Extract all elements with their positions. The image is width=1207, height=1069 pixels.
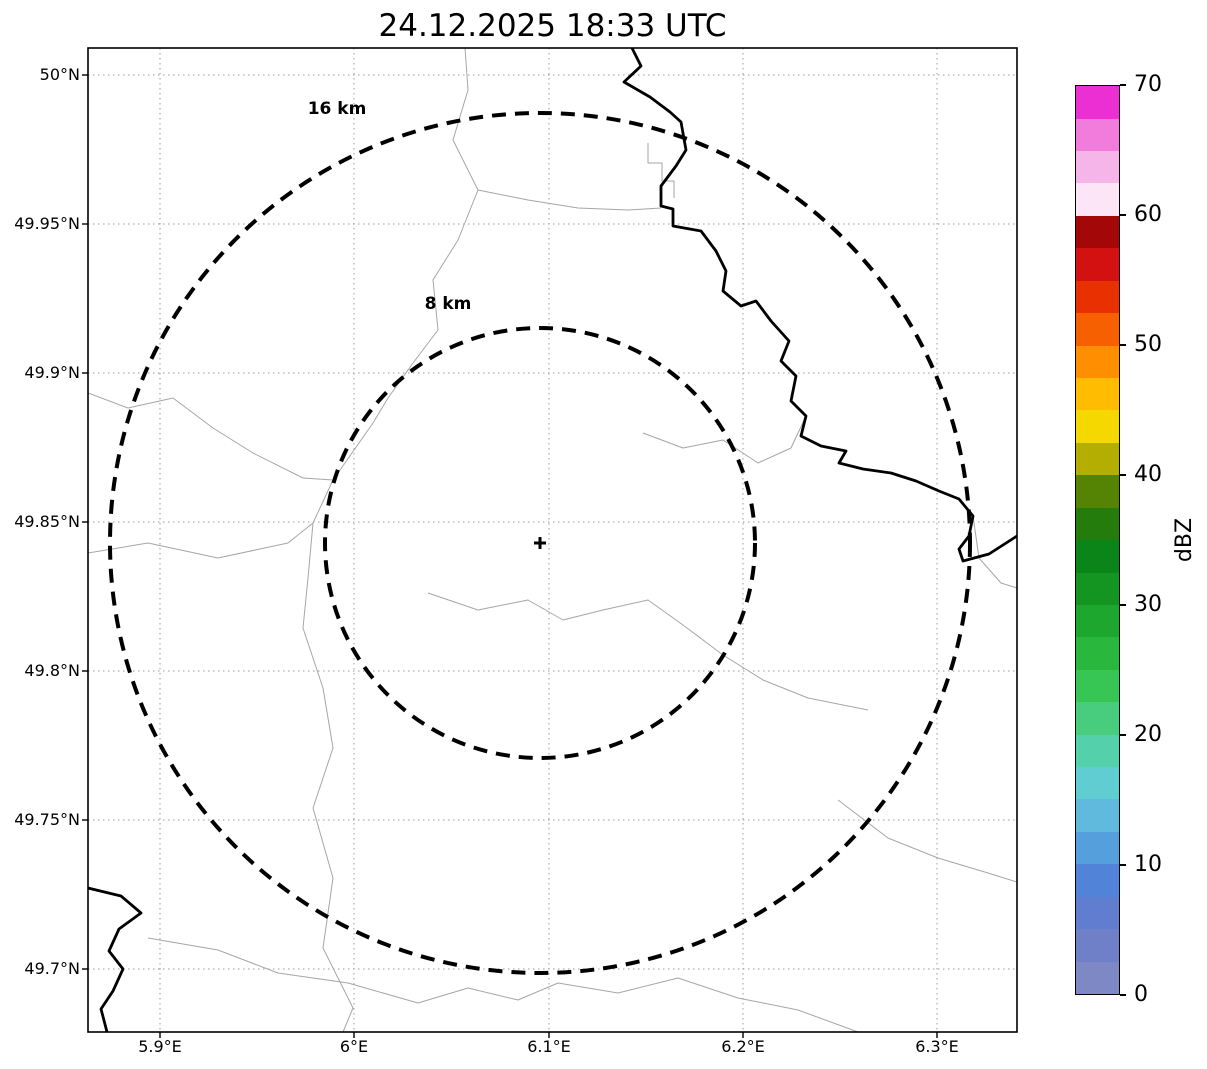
colorbar-band [1076, 961, 1119, 994]
colorbar-ticks: 0 10 20 30 40 50 60 70 [1120, 74, 1206, 1006]
colorbar-band [1076, 767, 1119, 800]
colorbar-band [1076, 442, 1119, 476]
grid-lines [88, 48, 1017, 1032]
y-tick-label: 49.8°N [24, 661, 80, 680]
colorbar-tick-label: 0 [1134, 982, 1148, 1007]
colorbar-band [1076, 799, 1119, 832]
colorbar-tick-label: 70 [1134, 72, 1162, 97]
colorbar-band [1076, 604, 1119, 638]
colorbar-band [1076, 507, 1119, 541]
colorbar-band [1076, 215, 1119, 249]
colorbar-band [1076, 86, 1119, 119]
plot-title: 24.12.2025 18:33 UTC [378, 8, 727, 44]
y-tick-label: 50°N [39, 65, 80, 84]
colorbar-band [1076, 734, 1119, 768]
x-tick-label: 6.1°E [527, 1037, 571, 1056]
colorbar-tick-label: 30 [1134, 592, 1162, 617]
range-ring-8km [323, 326, 757, 760]
colorbar-band [1076, 345, 1119, 378]
colorbar-tick-mark [1120, 474, 1126, 476]
range-ring-label-8km: 8 km [424, 294, 472, 314]
country-border-river [88, 48, 1017, 1032]
y-tick-label: 49.85°N [14, 512, 80, 531]
colorbar-axis-label: dBZ [1172, 517, 1197, 563]
colorbar-band [1076, 280, 1119, 314]
colorbar-band [1076, 669, 1119, 703]
colorbar-band [1076, 151, 1119, 184]
y-tick-label: 49.75°N [14, 810, 80, 829]
colorbar-gradient [1075, 85, 1120, 995]
colorbar-tick-label: 50 [1134, 332, 1162, 357]
colorbar-tick-mark [1120, 214, 1126, 216]
colorbar-band [1076, 248, 1119, 281]
colorbar-band [1076, 313, 1119, 346]
colorbar-band [1076, 929, 1119, 962]
colorbar-band [1076, 896, 1119, 930]
colorbar-band [1076, 637, 1119, 670]
colorbar-band [1076, 572, 1119, 605]
x-tick-label: 6°E [339, 1037, 369, 1056]
range-ring-16km [108, 111, 972, 975]
colorbar-band [1076, 831, 1119, 865]
colorbar-band [1076, 475, 1119, 508]
colorbar-band [1076, 702, 1119, 735]
colorbar-tick-label: 20 [1134, 722, 1162, 747]
y-tick-label: 49.9°N [24, 363, 80, 382]
colorbar-tick-mark [1120, 864, 1126, 866]
colorbar-band [1076, 183, 1119, 216]
colorbar-tick-label: 40 [1134, 462, 1162, 487]
admin-border-lines [88, 48, 1017, 1032]
range-ring-label-16km: 16 km [307, 99, 367, 119]
colorbar-tick-mark [1120, 604, 1126, 606]
colorbar-band [1076, 410, 1119, 443]
colorbar-tick-label: 10 [1134, 852, 1162, 877]
colorbar-band [1076, 540, 1119, 573]
colorbar-tick-mark [1120, 994, 1126, 996]
x-tick-label: 5.9°E [138, 1037, 182, 1056]
y-tick-label: 49.7°N [24, 959, 80, 978]
axis-tick-marks [82, 74, 938, 1038]
colorbar-band [1076, 118, 1119, 152]
x-tick-label: 6.3°E [915, 1037, 959, 1056]
plot-border [87, 47, 1018, 1033]
colorbar-tick-mark [1120, 84, 1126, 86]
radar-site-marker [534, 537, 546, 549]
y-tick-label: 49.95°N [14, 214, 80, 233]
colorbar-tick-mark [1120, 344, 1126, 346]
x-tick-label: 6.2°E [721, 1037, 765, 1056]
colorbar-tick-mark [1120, 734, 1126, 736]
colorbar-tick-label: 60 [1134, 202, 1162, 227]
colorbar-band [1076, 864, 1119, 897]
colorbar-band [1076, 377, 1119, 411]
